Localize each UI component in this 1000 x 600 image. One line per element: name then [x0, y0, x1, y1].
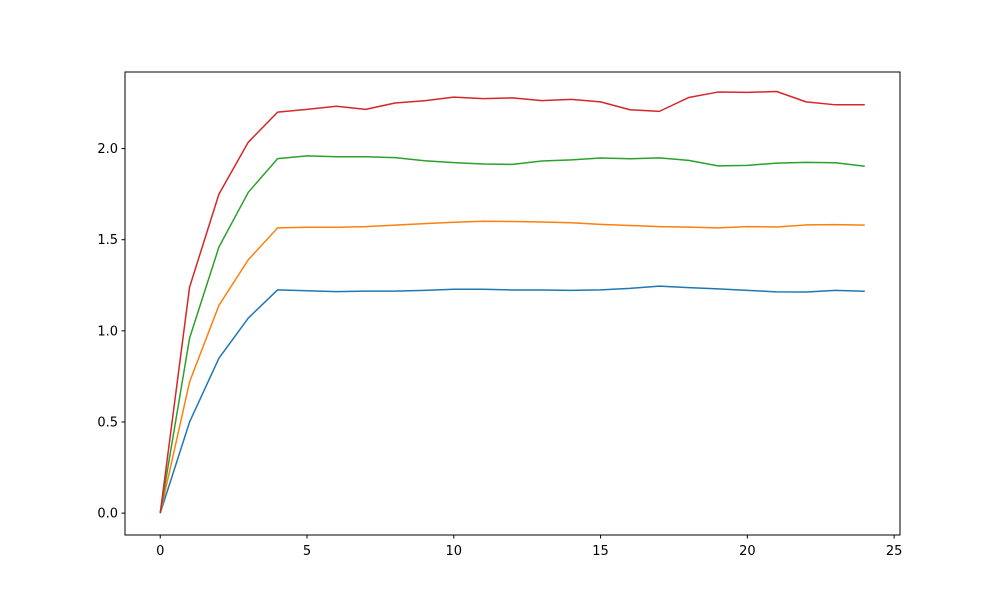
x-tick-label: 15 — [592, 544, 609, 559]
y-tick-label: 1.5 — [97, 233, 118, 248]
y-tick-label: 2.0 — [97, 142, 118, 157]
x-tick-label: 20 — [739, 544, 756, 559]
y-tick-label: 1.0 — [97, 324, 118, 339]
x-tick-label: 5 — [303, 544, 311, 559]
x-tick-label: 0 — [156, 544, 164, 559]
line-series — [159, 155, 865, 514]
line-series — [159, 220, 865, 514]
line-series — [159, 90, 865, 514]
y-tick-label: 0.5 — [97, 415, 118, 430]
x-tick-label: 10 — [446, 544, 463, 559]
y-tick-label: 0.0 — [97, 507, 118, 522]
axes-frame — [124, 71, 901, 536]
line-series — [159, 285, 865, 514]
x-tick-label: 25 — [886, 544, 903, 559]
